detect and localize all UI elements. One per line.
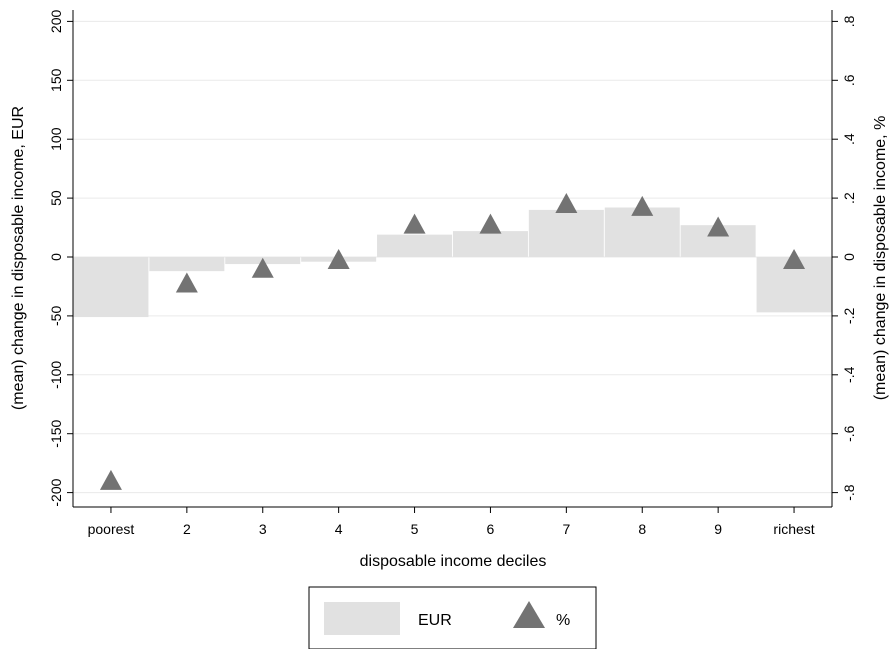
bar <box>528 209 604 257</box>
bar <box>73 257 149 318</box>
left-y-tick-label: -200 <box>48 478 64 506</box>
right-y-tick-label: .6 <box>841 74 857 86</box>
x-ticks: poorest 2 3 4 5 6 7 8 9 richest <box>88 507 815 537</box>
x-tick-label: 4 <box>335 521 343 537</box>
right-y-tick-label: 0 <box>841 253 857 261</box>
right-y-tick-label: .4 <box>841 133 857 145</box>
triangle-marker <box>403 213 426 234</box>
triangle-marker <box>707 216 730 237</box>
right-y-tick-label: -.2 <box>841 308 857 325</box>
x-tick-label: 3 <box>259 521 267 537</box>
left-y-tick-label: -50 <box>48 306 64 326</box>
legend: EUR % <box>308 586 597 649</box>
left-y-tick-label: -100 <box>48 361 64 389</box>
triangle-marker <box>175 272 198 293</box>
x-tick-label: 6 <box>487 521 495 537</box>
right-y-tick-label: .2 <box>841 192 857 204</box>
right-y-ticks: .8 .6 .4 .2 0 -.2 -.4 -.6 -.8 <box>832 15 857 501</box>
left-y-tick-label: -150 <box>48 419 64 447</box>
right-y-tick-label: .8 <box>841 15 857 27</box>
left-y-tick-label: 200 <box>48 10 64 34</box>
right-y-tick-label: -.4 <box>841 366 857 383</box>
legend-label-marker: % <box>556 612 570 629</box>
x-tick-label: 2 <box>183 521 191 537</box>
triangle-marker <box>327 248 350 269</box>
x-tick-label: 5 <box>411 521 419 537</box>
triangle-marker <box>99 469 122 490</box>
triangle-marker <box>631 195 654 216</box>
marker-series <box>99 192 806 490</box>
x-tick-label: 8 <box>638 521 646 537</box>
x-axis-title: disposable income deciles <box>360 553 547 570</box>
left-y-tick-label: 150 <box>48 68 64 92</box>
bar <box>377 234 453 257</box>
bar <box>149 257 225 272</box>
left-y-ticks: 200 150 100 50 0 -50 -100 -150 -200 <box>48 10 73 507</box>
axes <box>72 10 833 508</box>
x-tick-label: richest <box>773 521 814 537</box>
triangle-marker <box>479 213 502 234</box>
legend-swatch-triangle <box>513 601 545 628</box>
x-tick-label: 9 <box>714 521 722 537</box>
triangle-marker <box>555 192 578 213</box>
x-tick-label: poorest <box>88 521 135 537</box>
bar <box>452 231 528 257</box>
right-y-axis-title: (mean) change in disposable income, % <box>872 116 889 401</box>
legend-label-bar: EUR <box>418 612 452 629</box>
right-y-tick-label: -.8 <box>841 484 857 501</box>
x-tick-label: 7 <box>562 521 570 537</box>
left-y-tick-label: 0 <box>48 253 64 261</box>
left-y-tick-label: 50 <box>48 190 64 206</box>
left-y-tick-label: 100 <box>48 127 64 151</box>
legend-swatch-bar <box>324 602 400 635</box>
right-y-tick-label: -.6 <box>841 425 857 442</box>
triangle-marker <box>783 248 806 269</box>
triangle-marker <box>251 257 274 278</box>
left-y-axis-title: (mean) change in disposable income, EUR <box>10 106 27 410</box>
